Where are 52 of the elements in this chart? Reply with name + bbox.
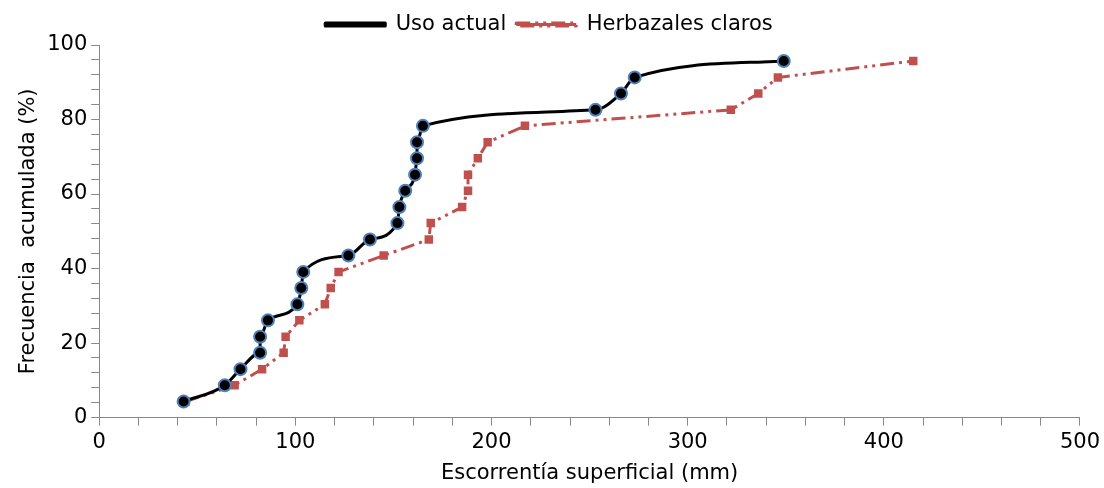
x-tick-label: 100 (275, 428, 316, 453)
point (260, 313, 275, 328)
y-tick-label: 0 (73, 404, 88, 429)
point (410, 151, 425, 166)
y-tick-label: 80 (60, 105, 88, 130)
x-tick-label: 400 (863, 428, 904, 453)
point (614, 86, 628, 101)
x-tick-label: 200 (471, 428, 512, 453)
point (253, 345, 268, 360)
point (483, 138, 492, 147)
point (424, 235, 434, 244)
point (320, 300, 330, 309)
point (294, 280, 309, 295)
point (463, 186, 473, 195)
point (473, 154, 483, 163)
point (408, 167, 423, 182)
point (588, 102, 603, 117)
y-tick-label: 40 (60, 255, 88, 280)
y-axis-title: Frecuencia acumulada (%) (15, 88, 40, 375)
point (290, 297, 305, 312)
point (776, 54, 791, 69)
point (296, 264, 311, 279)
point (773, 73, 783, 82)
point (398, 183, 413, 198)
legend-label: Uso actual (395, 10, 507, 35)
point (334, 267, 343, 277)
y-tick-label: 100 (47, 31, 88, 56)
point (627, 70, 642, 85)
point (410, 135, 425, 150)
x-tick-label: 0 (92, 428, 106, 453)
point (233, 362, 248, 377)
point (176, 394, 191, 409)
y-tick-label: 60 (60, 180, 88, 205)
point (281, 332, 290, 341)
x-tick-label: 300 (667, 428, 708, 453)
point (295, 316, 304, 325)
point (463, 170, 473, 179)
point (362, 232, 377, 247)
legend-label: Herbazales claros (586, 10, 773, 35)
point (341, 248, 356, 263)
x-tick-label: 500 (1059, 428, 1101, 453)
point (754, 89, 763, 98)
point (279, 348, 288, 358)
point (326, 283, 335, 293)
x-axis-title: Escorrentía superficial (mm) (440, 459, 739, 484)
point (253, 329, 268, 344)
point (392, 200, 407, 215)
point (390, 216, 405, 231)
y-tick-label: 20 (60, 329, 88, 354)
point (379, 251, 388, 260)
point (415, 118, 430, 133)
point (217, 378, 232, 393)
